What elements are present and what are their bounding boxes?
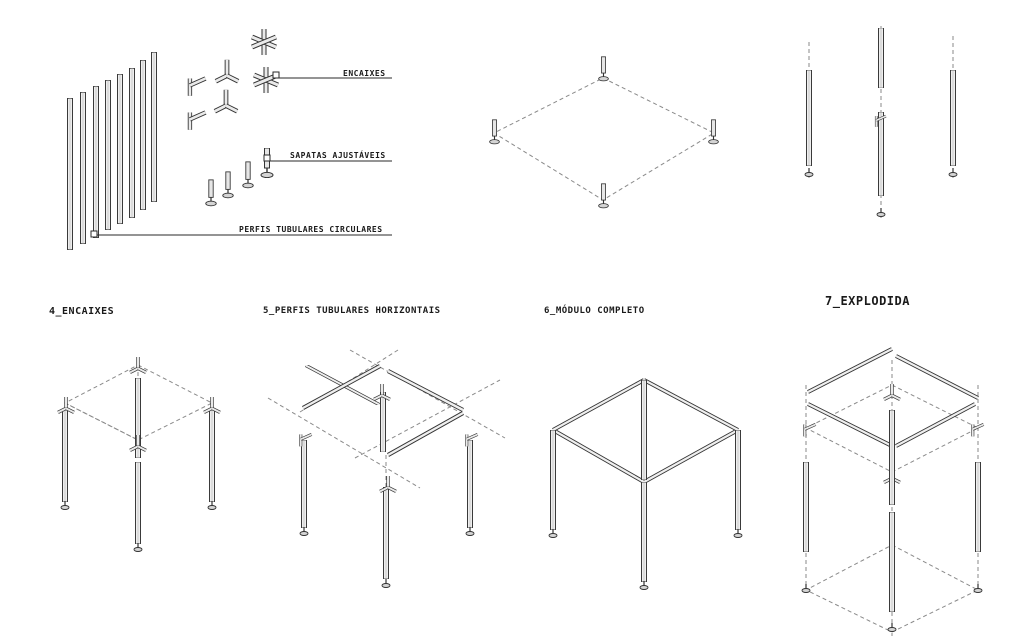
panel-title-horizontais: 5_PERFIS TUBULARES HORIZONTAIS [263, 306, 441, 316]
panel-modulo-completo [548, 378, 743, 591]
panel-encaixes [56, 355, 222, 553]
callout-leaders [90, 71, 392, 238]
callout-sapatas: SAPATAS AJUSTÁVEIS [290, 151, 386, 160]
connector-icon [190, 29, 278, 130]
adjustable-foot-icon [205, 148, 274, 207]
panel-title-encaixes: 4_ENCAIXES [49, 306, 115, 317]
panel-horizontais [267, 349, 506, 589]
panel-explodida [801, 347, 986, 636]
panel-title-explodida: 7_EXPLODIDA [825, 294, 910, 308]
panel-title-modulo: 6_MÓDULO COMPLETO [544, 306, 645, 316]
panel-feet-layout [488, 56, 720, 209]
callout-perfis: PERFIS TUBULARES CIRCULARES [239, 225, 383, 234]
vertical-tube-icon [67, 52, 157, 250]
callout-encaixes: ENCAIXES [343, 69, 386, 78]
panel-verticals [804, 26, 958, 218]
panel-components [67, 29, 392, 250]
